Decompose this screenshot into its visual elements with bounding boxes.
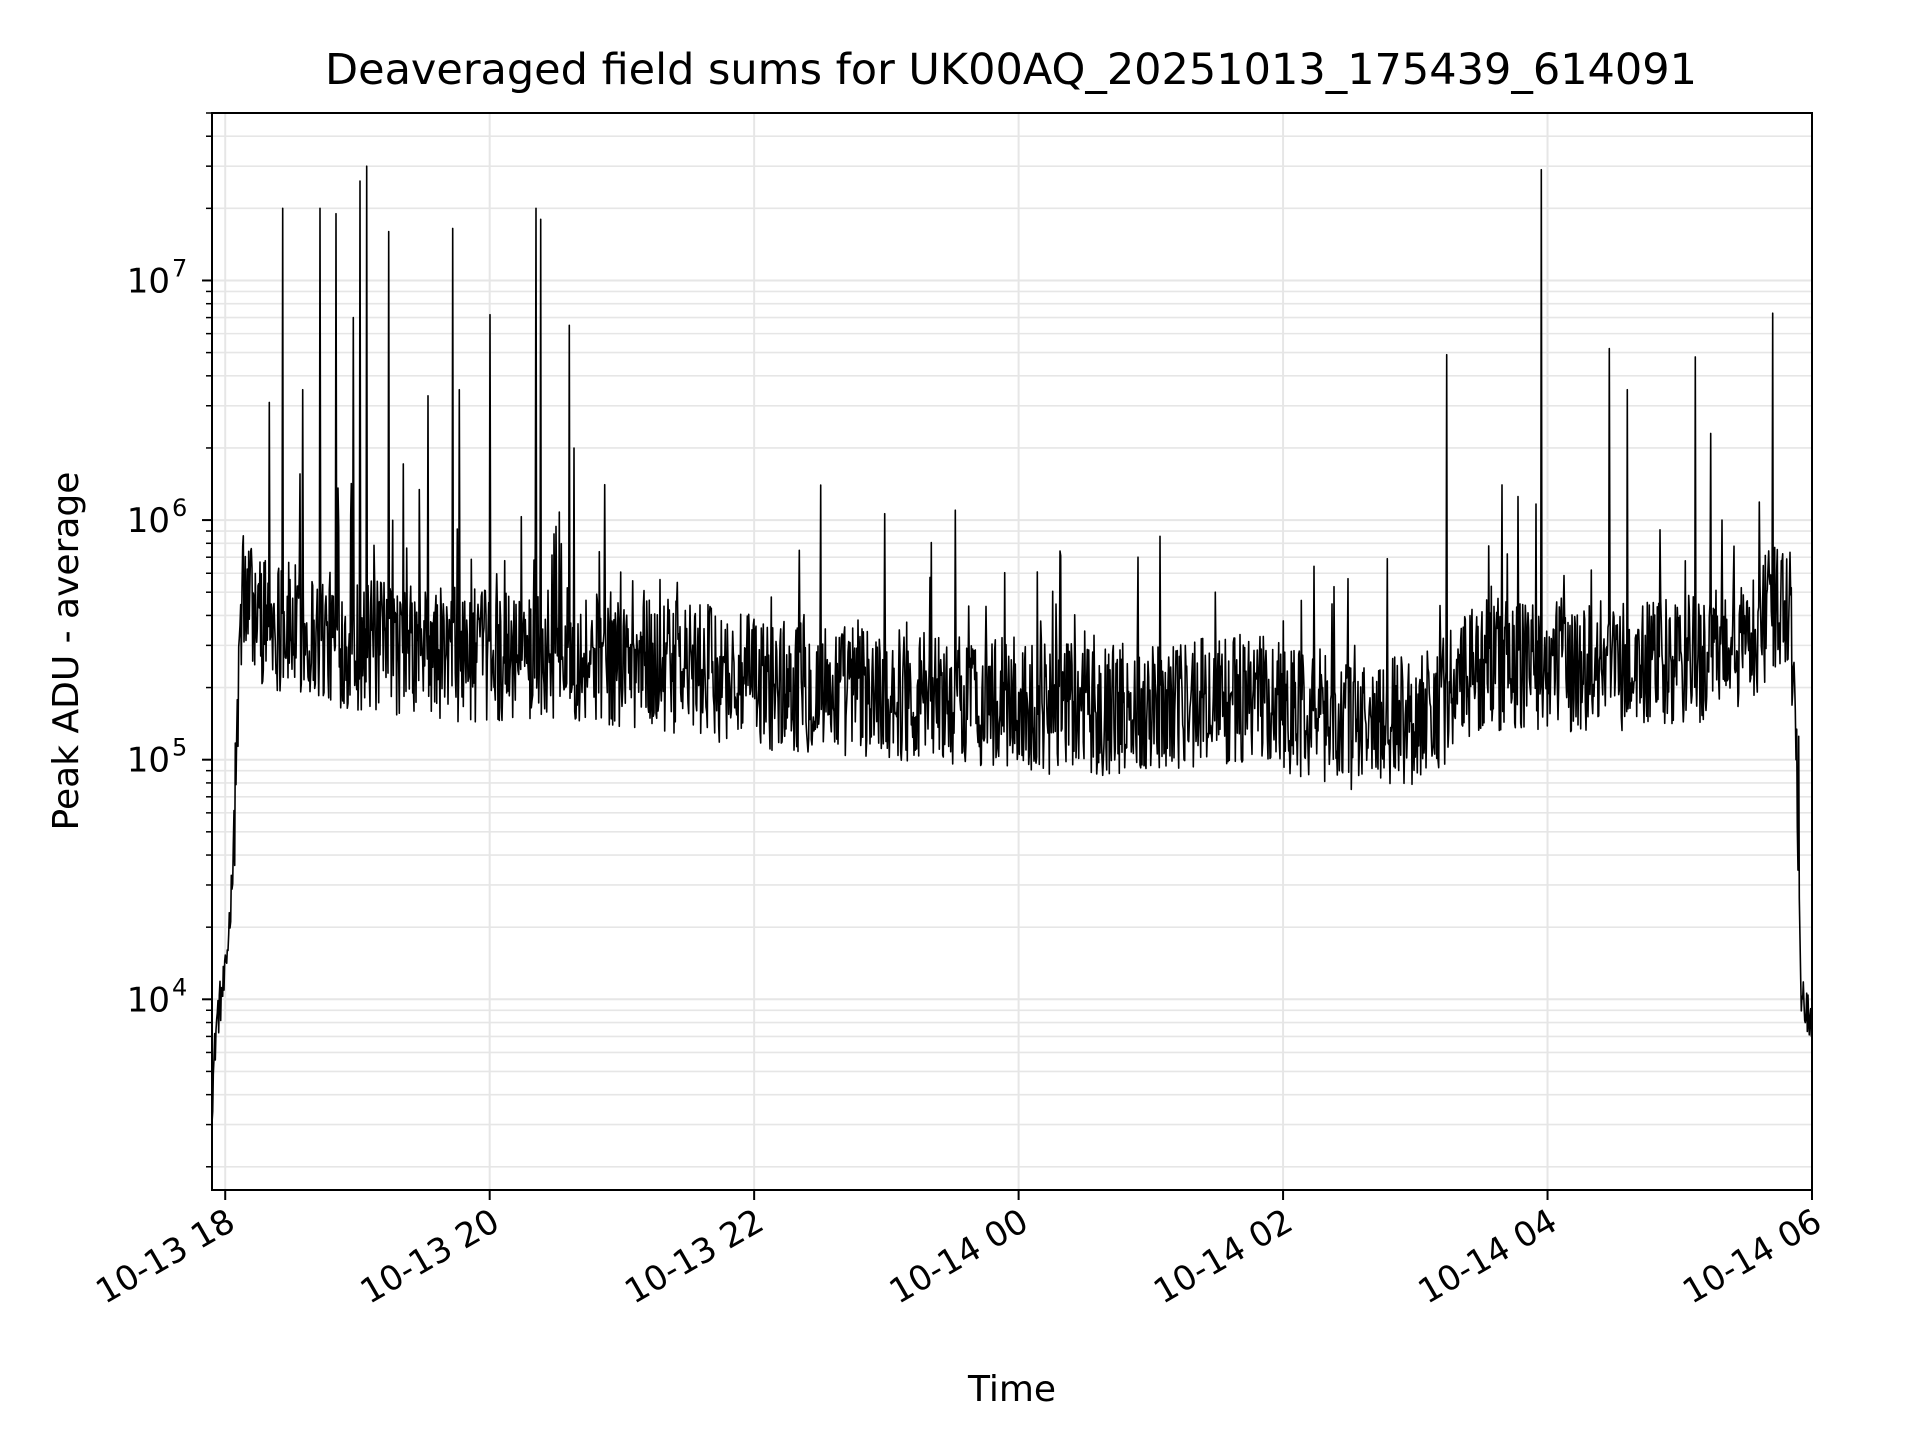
plot-frame (211, 112, 1813, 1191)
y-tick-label: 10 (127, 261, 170, 301)
y-tick-label: 10 (127, 741, 170, 781)
series-group (211, 165, 1813, 1124)
y-tick-exponent: 6 (172, 494, 187, 522)
y-tick-exponent: 5 (172, 734, 187, 762)
y-tick-exponent: 4 (172, 973, 187, 1001)
grid (212, 112, 1813, 1190)
chart-title: Deaveraged field sums for UK00AQ_2025101… (325, 45, 1697, 95)
y-tick-label: 10 (127, 980, 170, 1020)
x-axis-label: Time (967, 1369, 1056, 1410)
y-tick-exponent: 7 (172, 254, 187, 282)
series-line (211, 165, 1813, 1124)
y-axis-label: Peak ADU - average (46, 472, 87, 831)
y-tick-label: 10 (127, 501, 170, 541)
